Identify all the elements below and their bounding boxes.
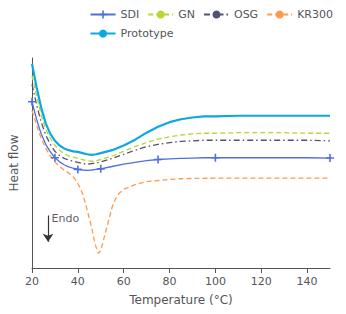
svg-text:Heat flow: Heat flow xyxy=(7,134,21,191)
svg-text:OSG: OSG xyxy=(234,8,258,21)
svg-text:KR300: KR300 xyxy=(297,8,333,21)
svg-text:GN: GN xyxy=(178,8,195,21)
svg-text:Temperature (°C): Temperature (°C) xyxy=(128,293,233,307)
svg-text:SDI: SDI xyxy=(121,8,140,21)
svg-text:40: 40 xyxy=(71,275,85,288)
svg-text:120: 120 xyxy=(251,275,272,288)
svg-text:Endo: Endo xyxy=(51,212,79,225)
svg-text:80: 80 xyxy=(163,275,177,288)
svg-text:Prototype: Prototype xyxy=(121,27,174,40)
svg-text:20: 20 xyxy=(25,275,39,288)
svg-text:60: 60 xyxy=(117,275,131,288)
svg-text:140: 140 xyxy=(297,275,318,288)
svg-text:100: 100 xyxy=(205,275,226,288)
